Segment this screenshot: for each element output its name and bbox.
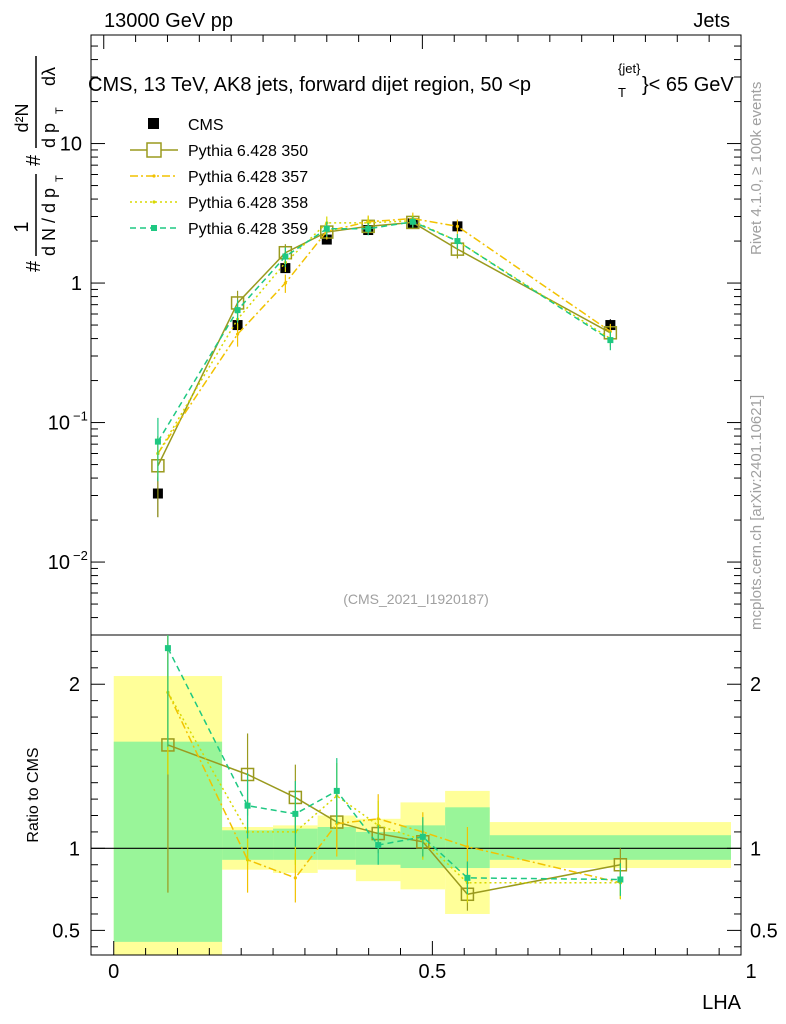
data-point xyxy=(235,332,240,336)
chart-title: CMS, 13 TeV, AK8 jets, forward dijet reg… xyxy=(88,61,734,100)
ratio-point xyxy=(465,845,470,849)
data-point xyxy=(323,225,330,232)
chart-title-tail: }< 65 GeV xyxy=(642,74,734,96)
chart-title-main: CMS, 13 TeV, AK8 jets, forward dijet reg… xyxy=(88,74,531,96)
data-point xyxy=(454,238,461,245)
ratio-line xyxy=(167,647,621,881)
legend-item: Pythia 6.428 350 xyxy=(130,142,308,160)
y-tick-label: 10 xyxy=(60,134,82,156)
series-cms xyxy=(152,218,616,518)
ratio-y-label: Ratio to CMS xyxy=(25,747,42,842)
ratio-series-layer xyxy=(161,635,628,911)
legend-swatch xyxy=(148,118,159,129)
data-point xyxy=(154,438,161,445)
ylabel-dNdpT: d N / d p xyxy=(39,188,59,256)
series-line xyxy=(157,219,611,454)
ylabel-T-1: T xyxy=(54,175,66,182)
ratio-line xyxy=(167,692,621,884)
ratio-series-pythia-6-428-359 xyxy=(164,635,624,896)
legend-label: CMS xyxy=(188,117,224,134)
y-tick-exponent: −2 xyxy=(73,548,88,563)
ylabel-hash-1: # xyxy=(23,260,45,272)
legend-item: Pythia 6.428 357 xyxy=(130,169,308,186)
y-tick-exponent: −1 xyxy=(73,409,88,424)
ylabel-T-2: T xyxy=(54,107,66,114)
series-pythia-6-428-357 xyxy=(156,212,612,479)
legend-swatch-marker xyxy=(151,225,157,231)
ratio-point xyxy=(292,810,299,817)
ylabel-dlam: dλ xyxy=(39,67,59,86)
x-axis-label: LHA xyxy=(702,992,742,1014)
ratio-y-tick-label-right: 0.5 xyxy=(750,920,778,942)
analysis-id: (CMS_2021_I1920187) xyxy=(343,591,489,607)
header-right: Jets xyxy=(693,10,730,32)
chart-title-sup: {jet} xyxy=(618,61,641,76)
ratio-line xyxy=(167,744,621,896)
series-line xyxy=(157,217,611,454)
legend-item: Pythia 6.428 358 xyxy=(130,195,308,212)
ratio-band-inner xyxy=(489,835,731,860)
data-point xyxy=(234,307,241,314)
legend-swatch-marker xyxy=(146,142,162,158)
ratio-axes: 0.5 0.5 1 1 2 2 0 0.5 1 xyxy=(52,650,778,983)
data-point xyxy=(366,221,370,225)
x-tick-label: 0 xyxy=(108,961,119,983)
main-y-label: # 1 d N / d p T # d²N d p T dλ xyxy=(11,56,66,272)
ratio-y-tick-label-left: 0.5 xyxy=(52,920,80,942)
main-series-layer xyxy=(151,212,618,518)
series-pythia-6-428-359 xyxy=(154,216,614,482)
data-point xyxy=(607,337,614,344)
y-tick-label: 1 xyxy=(71,273,82,295)
legend-label: Pythia 6.428 359 xyxy=(188,221,308,238)
rivet-label: Rivet 4.1.0, ≥ 100k events xyxy=(748,82,765,255)
series-line xyxy=(157,221,611,467)
ratio-point xyxy=(244,802,251,809)
ylabel-hash-2: # xyxy=(23,154,45,166)
legend-label: Pythia 6.428 350 xyxy=(188,143,308,160)
ratio-point xyxy=(464,874,471,881)
data-point xyxy=(409,218,416,225)
ratio-y-tick-label-right: 2 xyxy=(750,674,761,696)
ratio-point xyxy=(375,842,382,849)
ratio-point xyxy=(419,833,426,840)
legend-label: Pythia 6.428 357 xyxy=(188,169,308,186)
ratio-point xyxy=(617,876,624,883)
ratio-point xyxy=(333,787,340,794)
ylabel-one: 1 xyxy=(11,221,33,232)
ylabel-dpT: d p xyxy=(39,123,59,148)
legend: CMS Pythia 6.428 350 Pythia 6.428 357 Pythi… xyxy=(130,117,308,238)
mcplots-label: mcplots.cern.ch [arXiv:2401.10621] xyxy=(748,395,765,630)
series-pythia-6-428-358 xyxy=(156,214,612,479)
legend-swatch-marker xyxy=(152,174,156,178)
series-line xyxy=(157,220,611,443)
data-point xyxy=(455,224,460,228)
data-point xyxy=(365,225,372,232)
ratio-point xyxy=(164,645,171,652)
legend-item: CMS xyxy=(148,117,224,134)
legend-swatch-marker xyxy=(152,200,156,204)
header-left: 13000 GeV pp xyxy=(104,10,233,32)
ratio-y-tick-label-right: 1 xyxy=(750,838,761,860)
ratio-bands xyxy=(113,676,731,955)
chart-title-sub: T xyxy=(618,85,626,100)
ylabel-d2N: d²N xyxy=(12,103,32,132)
legend-label: Pythia 6.428 358 xyxy=(188,195,308,212)
ratio-y-tick-label-left: 1 xyxy=(69,838,80,860)
ratio-plot-frame xyxy=(90,634,742,956)
x-tick-label: 1 xyxy=(745,961,756,983)
data-point xyxy=(283,281,287,285)
ratio-y-tick-label-left: 2 xyxy=(69,674,80,696)
y-tick-label: 10 xyxy=(48,413,70,435)
ratio-point xyxy=(293,876,297,880)
y-tick-label: 10 xyxy=(48,552,70,574)
legend-item: Pythia 6.428 359 xyxy=(130,221,308,238)
x-tick-label: 0.5 xyxy=(418,961,446,983)
data-point xyxy=(282,253,289,260)
series-pythia-6-428-350 xyxy=(151,215,618,518)
